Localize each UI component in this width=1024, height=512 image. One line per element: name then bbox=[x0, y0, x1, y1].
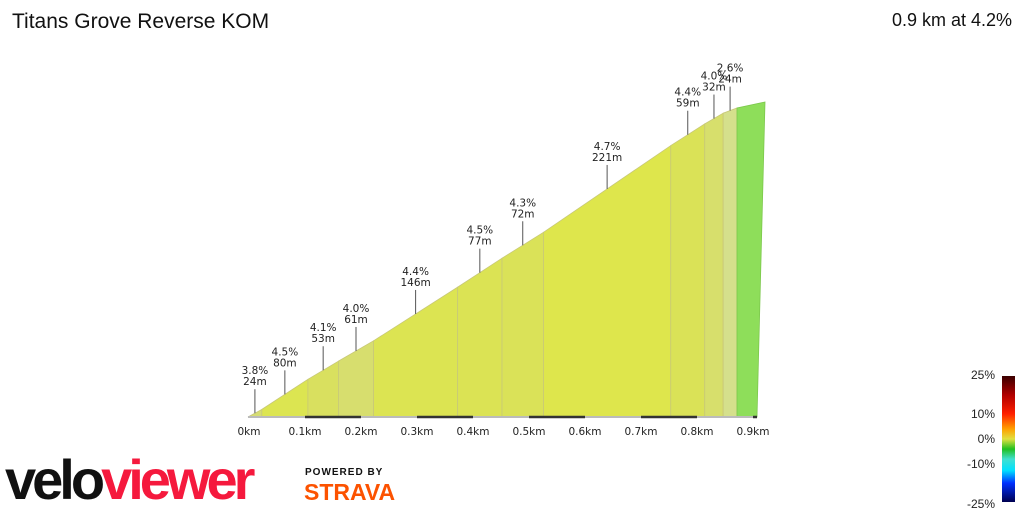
segment-length-label: 146m bbox=[400, 277, 430, 289]
segment-grade-label: 4.0% bbox=[701, 71, 728, 83]
legend-label: 25% bbox=[971, 368, 995, 382]
segment-grade-label: 2.6% bbox=[717, 63, 744, 75]
x-tick-label: 0.4km bbox=[456, 426, 489, 438]
legend-label: -10% bbox=[967, 457, 995, 471]
legend-label: 0% bbox=[978, 432, 996, 446]
segment-grade-label: 4.0% bbox=[343, 303, 370, 315]
profile-segment bbox=[704, 112, 724, 418]
segment-length-label: 77m bbox=[468, 236, 492, 248]
segment-length-label: 221m bbox=[592, 152, 622, 164]
segment-length-label: 80m bbox=[273, 357, 297, 369]
segment-length-label: 53m bbox=[311, 333, 335, 345]
logo-part: velo bbox=[5, 448, 105, 511]
segment-grade-label: 4.3% bbox=[509, 197, 536, 209]
x-tick-label: 0.3km bbox=[400, 426, 433, 438]
segment-grade-label: 4.4% bbox=[674, 87, 701, 99]
segment-length-label: 72m bbox=[511, 208, 535, 220]
x-tick-label: 0.7km bbox=[624, 426, 657, 438]
x-tick-label: 0.5km bbox=[512, 426, 545, 438]
profile-segment bbox=[722, 107, 738, 418]
segment-title: Titans Grove Reverse KOM bbox=[12, 10, 270, 33]
grade-color-scale bbox=[1002, 376, 1015, 502]
x-tick-label: 0.9km bbox=[736, 426, 769, 438]
x-tick-label: 0.6km bbox=[568, 426, 601, 438]
x-tick-label: 0.2km bbox=[344, 426, 377, 438]
legend-label: 10% bbox=[971, 407, 995, 421]
veloviewer-logo: veloviewer bbox=[5, 452, 255, 508]
segment-length-label: 32m bbox=[702, 82, 726, 94]
segment-grade-label: 4.7% bbox=[594, 141, 621, 153]
profile-segment bbox=[338, 340, 374, 418]
segment-grade-label: 3.8% bbox=[242, 365, 269, 377]
profile-segment-final bbox=[736, 101, 766, 418]
segment-length-label: 61m bbox=[344, 314, 368, 326]
segment-grade-label: 4.4% bbox=[402, 266, 429, 278]
profile-segment bbox=[670, 123, 706, 418]
logo-part: viewer bbox=[101, 448, 255, 511]
x-tick-label: 0km bbox=[238, 426, 261, 438]
strava-logo: STRAVA bbox=[304, 479, 396, 505]
profile-segment bbox=[501, 231, 544, 418]
x-tick-label: 0.1km bbox=[288, 426, 321, 438]
powered-by-text: POWERED BY bbox=[305, 467, 384, 478]
legend-label: -25% bbox=[967, 497, 995, 511]
segment-grade-label: 4.5% bbox=[272, 346, 299, 358]
segment-grade-label: 4.1% bbox=[310, 322, 337, 334]
segment-grade-label: 4.5% bbox=[466, 225, 493, 237]
segment-length-label: 24m bbox=[243, 376, 267, 388]
x-tick-label: 0.8km bbox=[680, 426, 713, 438]
profile-segment bbox=[457, 257, 503, 418]
segment-length-label: 59m bbox=[676, 98, 700, 110]
segment-summary: 0.9 km at 4.2% bbox=[891, 10, 1012, 30]
segment-length-label: 24m bbox=[718, 74, 742, 86]
